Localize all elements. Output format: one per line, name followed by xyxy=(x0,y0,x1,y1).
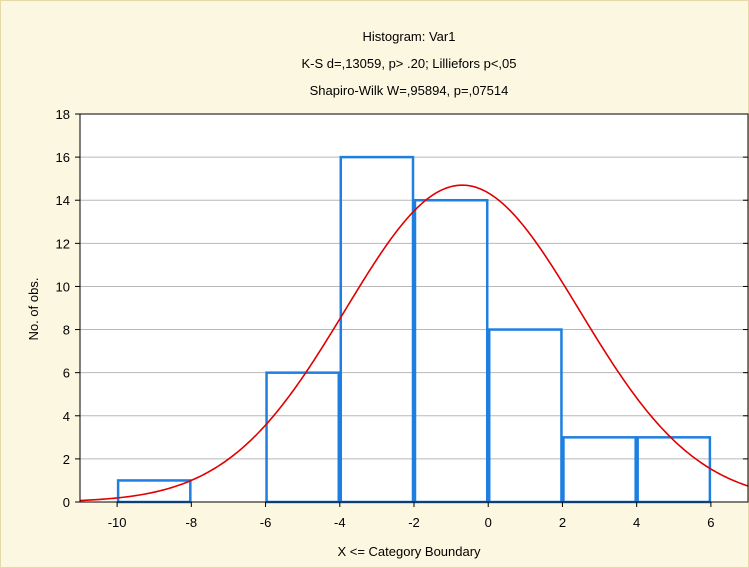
y-tick-label: 4 xyxy=(63,409,70,424)
y-axis-label: No. of obs. xyxy=(26,278,41,341)
y-tick-label: 8 xyxy=(63,323,70,338)
x-tick-label: -10 xyxy=(108,515,127,530)
chart-subtitle-1: K-S d=,13059, p> .20; Lilliefors p<,05 xyxy=(301,56,516,71)
normal-curve xyxy=(79,184,749,502)
chart-subtitle-2: Shapiro-Wilk W=,95894, p=,07514 xyxy=(310,83,509,98)
x-tick-label: 2 xyxy=(559,515,566,530)
chart-title: Histogram: Var1 xyxy=(363,29,456,44)
x-tick-label: 4 xyxy=(633,515,640,530)
x-axis-label: X <= Category Boundary xyxy=(337,544,481,559)
x-tick-label: -4 xyxy=(334,515,346,530)
x-tick-label: -6 xyxy=(260,515,272,530)
y-tick-label: 2 xyxy=(63,452,70,467)
y-tick-label: 0 xyxy=(63,495,70,510)
y-tick-label: 6 xyxy=(63,366,70,381)
y-tick-label: 16 xyxy=(56,150,70,165)
y-tick-label: 14 xyxy=(56,193,70,208)
y-tick-label: 18 xyxy=(56,107,70,122)
y-tick-label: 10 xyxy=(56,279,70,294)
y-tick-label: 12 xyxy=(56,236,70,251)
x-axis-ticks: -10 -8 -6 -4 -2 0 2 4 6 xyxy=(108,502,715,530)
x-tick-label: -2 xyxy=(408,515,420,530)
x-tick-label: 6 xyxy=(707,515,714,530)
x-tick-label: 0 xyxy=(485,515,492,530)
x-tick-label: -8 xyxy=(186,515,198,530)
y-axis-ticks: 0 2 4 6 8 10 12 14 16 18 xyxy=(56,107,748,510)
